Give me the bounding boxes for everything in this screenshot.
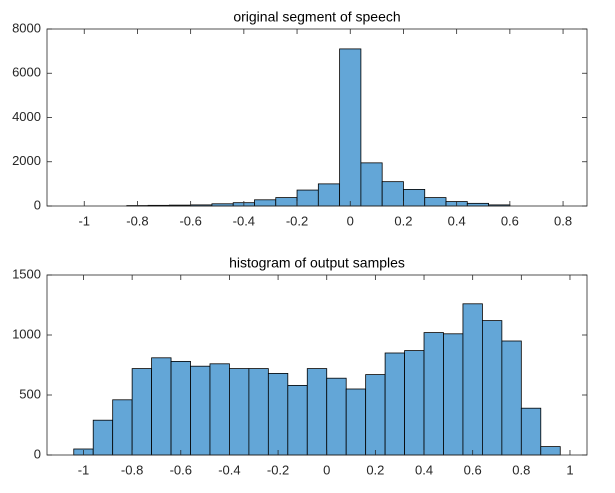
y-tick-label: 1500 [12,266,41,281]
y-tick-label: 0 [34,446,41,461]
y-tick-label: 0 [34,197,41,212]
y-tick-label: 1000 [12,326,41,341]
bar [403,189,426,207]
bar [306,368,328,456]
chart-title: original segment of speech [233,9,400,25]
x-tick-label: -0.8 [126,213,148,228]
x-tick-label: 0.2 [394,213,412,228]
y-tick-label: 500 [19,386,41,401]
x-tick-label: -0.2 [267,462,289,477]
bar [462,303,483,456]
bar [365,374,386,456]
x-tick-label: 0 [323,462,330,477]
x-tick-label: -0.6 [170,462,192,477]
y-tick-label: 2000 [12,153,41,168]
bar [170,360,191,456]
bar [404,350,425,456]
bar [254,199,277,207]
x-tick-label: 1 [566,462,573,477]
bar [443,333,464,456]
bar [275,197,298,207]
bar [131,368,152,456]
bar [520,407,542,456]
bar [248,368,269,456]
x-tick-label: -0.4 [233,213,255,228]
x-tick-label: -1 [78,213,90,228]
bar [112,399,133,456]
bar [267,372,289,456]
x-tick-label: -0.8 [121,462,143,477]
bar [209,363,230,456]
y-tick-label: 4000 [12,109,41,124]
bar [92,419,114,456]
bar [360,162,383,207]
bar [229,368,250,456]
x-tick-label: 0.6 [464,462,482,477]
bar [326,377,347,456]
x-tick-label: -0.4 [218,462,240,477]
y-tick-label: 6000 [12,65,41,80]
y-tick-label: 8000 [12,20,41,35]
bar [540,446,561,456]
bar [339,48,362,207]
x-tick-label: 0.8 [554,213,572,228]
x-tick-label: -0.6 [179,213,201,228]
x-tick-label: 0.2 [366,462,384,477]
bar [190,365,211,456]
x-tick-label: 0.6 [501,213,519,228]
bar [381,181,404,207]
x-tick-label: -1 [78,462,90,477]
x-tick-label: 0.4 [448,213,466,228]
bar [384,352,405,456]
bar [482,320,503,456]
axes-frame [46,28,588,207]
chart-title: histogram of output samples [229,255,405,271]
axes-frame [46,274,588,456]
bar [151,357,172,456]
x-tick-label: 0 [347,213,354,228]
bar [423,332,444,456]
x-tick-label: -0.2 [286,213,308,228]
bar [345,388,367,456]
x-tick-label: 0.8 [512,462,530,477]
bar [501,340,522,456]
bar [287,384,308,456]
bar [424,197,447,207]
bar [296,189,319,207]
x-tick-label: 0.4 [415,462,433,477]
bar [317,183,341,207]
